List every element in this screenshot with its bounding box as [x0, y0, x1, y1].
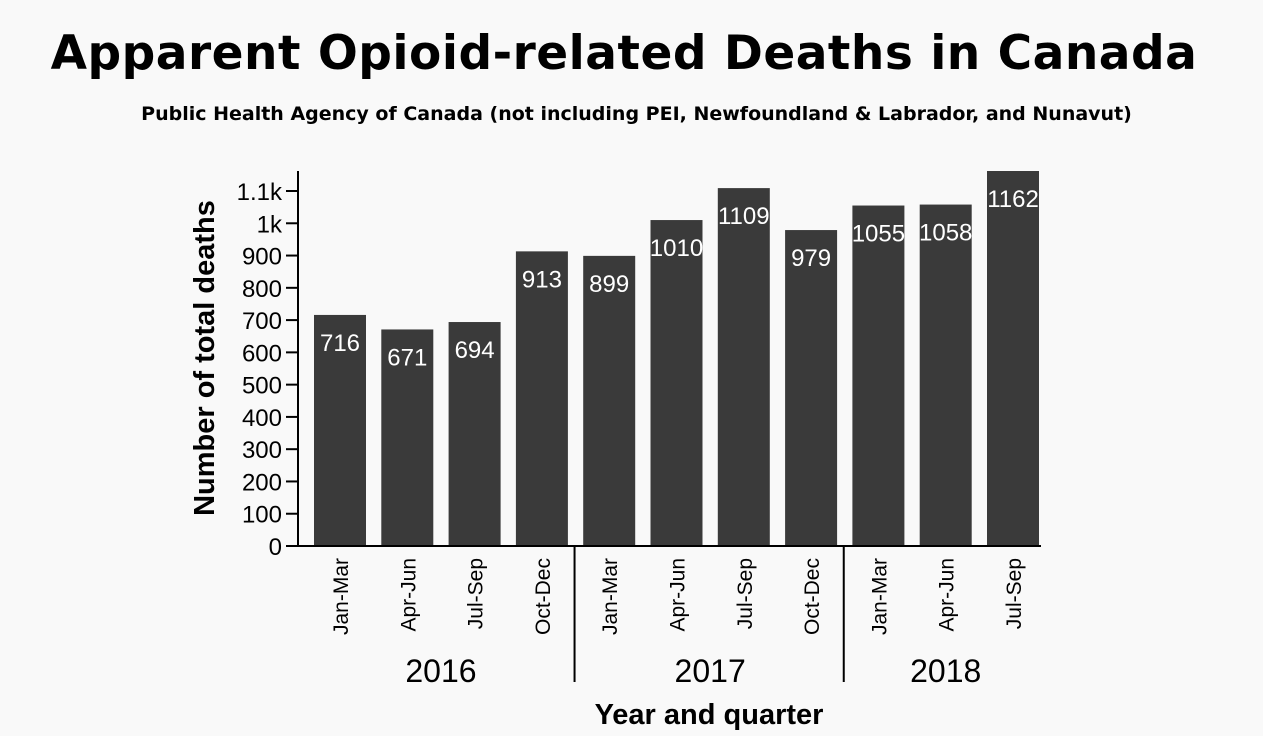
- x-tick-label: Apr-Jun: [936, 558, 959, 632]
- bar: [314, 314, 366, 546]
- year-group-label: 2018: [910, 653, 981, 689]
- x-axis: Jan-Mar Apr-Jun Jul-Sep Oct-Dec Jan-Mar Apr-J…: [298, 545, 1041, 689]
- y-tick-label: 300: [242, 437, 282, 464]
- bar: [448, 322, 501, 546]
- bar-value-label: 1162: [987, 186, 1039, 213]
- bar: [785, 230, 838, 546]
- x-tick-label: Jan-Mar: [868, 558, 891, 635]
- x-tick-label: Jul-Sep: [465, 558, 488, 629]
- year-group-label: 2017: [675, 653, 746, 689]
- y-tick-label: 0: [269, 534, 282, 561]
- x-axis-title: Year and quarter: [595, 699, 824, 731]
- bar: [852, 205, 905, 546]
- bar: [987, 171, 1039, 546]
- y-tick-label: 700: [242, 308, 282, 335]
- x-tick-label: Oct-Dec: [532, 558, 555, 635]
- chart-title: Apparent Opioid-related Deaths in Canada: [50, 26, 1198, 81]
- bar: [583, 255, 636, 546]
- chart-subtitle: Public Health Agency of Canada (not incl…: [141, 103, 1132, 125]
- x-tick-label: Oct-Dec: [801, 558, 824, 635]
- x-tick-label: Jan-Mar: [599, 558, 622, 635]
- bar: [515, 251, 568, 546]
- x-tick-label: Apr-Jun: [397, 558, 420, 632]
- bar-value-label: 1010: [650, 235, 703, 262]
- bar: [381, 329, 434, 546]
- year-group-label: 2016: [405, 653, 476, 689]
- y-tick-label: 100: [242, 502, 282, 529]
- bar-value-label: 1058: [919, 220, 972, 247]
- x-tick-label: Jan-Mar: [330, 558, 353, 635]
- bar-value-label: 694: [455, 337, 495, 364]
- x-tick-label: Jul-Sep: [1003, 558, 1026, 629]
- bar-value-label: 716: [320, 330, 360, 357]
- bar-value-label: 913: [522, 266, 562, 293]
- y-axis: 0 100 200 300 400 500 600 700 800 900 1k 1.1k: [237, 171, 299, 561]
- y-tick-label: 500: [242, 373, 282, 400]
- y-tick-label: 1k: [257, 211, 283, 238]
- bars: 716 671 694 913 899 1010 1109 979 1055 1058 1162: [314, 171, 1039, 547]
- x-tick-label: Jul-Sep: [734, 558, 757, 629]
- y-tick-label: 600: [242, 340, 282, 367]
- y-tick-label: 900: [242, 244, 282, 271]
- y-tick-label: 800: [242, 276, 282, 303]
- y-tick-label: 1.1k: [237, 179, 283, 206]
- y-tick-label: 200: [242, 469, 282, 496]
- bar-value-label: 1109: [718, 203, 770, 230]
- bar: [717, 188, 770, 546]
- x-tick-label: Apr-Jun: [667, 558, 690, 632]
- bar-value-label: 899: [589, 271, 629, 298]
- y-axis-title: Number of total deaths: [189, 200, 221, 516]
- bar-value-label: 1055: [852, 221, 905, 248]
- y-tick-label: 400: [242, 405, 282, 432]
- bar-value-label: 671: [387, 344, 427, 371]
- bar: [919, 204, 972, 547]
- bar-value-label: 979: [791, 245, 831, 272]
- bar: [650, 220, 703, 547]
